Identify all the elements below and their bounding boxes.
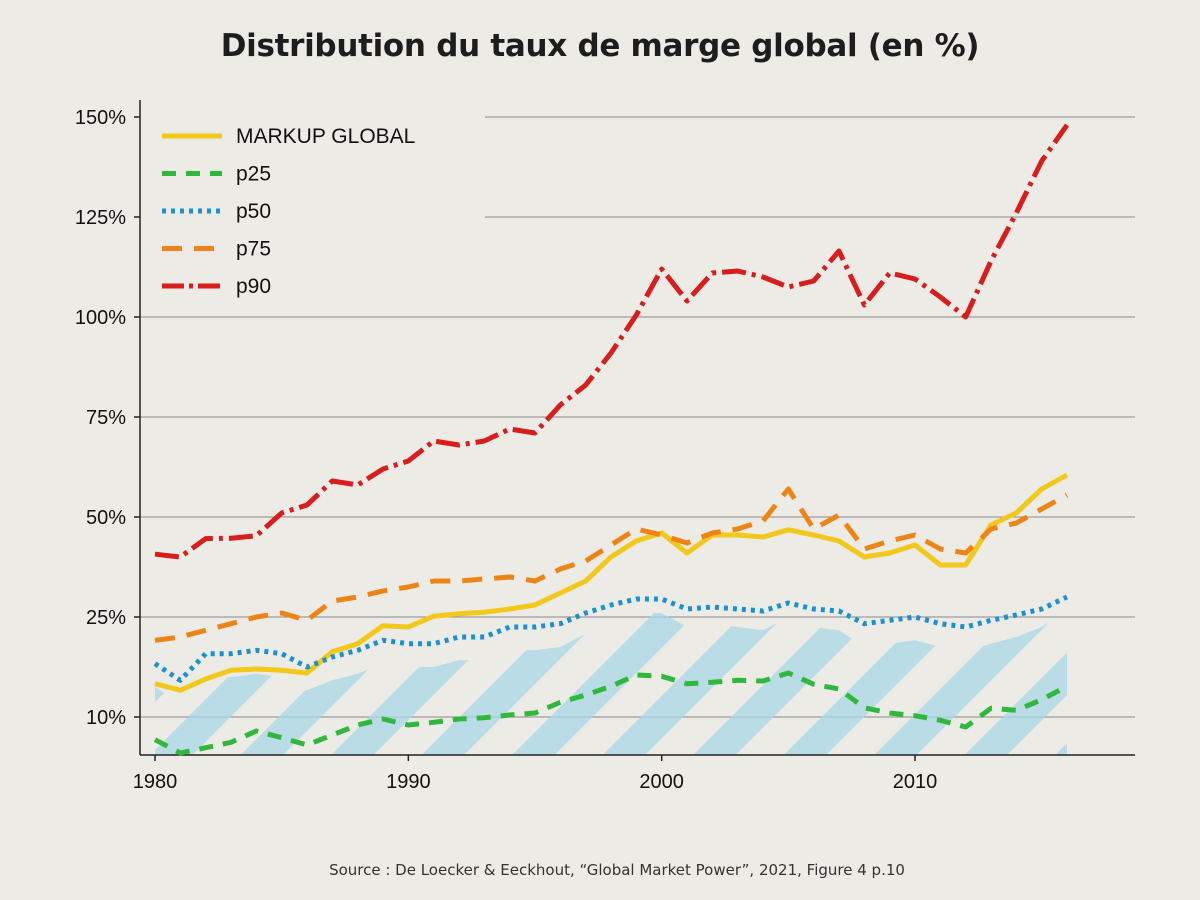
y-tick-label: 10% bbox=[86, 707, 126, 729]
legend-label: p25 bbox=[236, 163, 271, 186]
y-tick-label: 50% bbox=[86, 507, 126, 529]
y-tick-label: 75% bbox=[86, 407, 126, 429]
series-line-p50 bbox=[153, 594, 1069, 683]
legend-label: p50 bbox=[236, 200, 271, 223]
legend-label: p75 bbox=[236, 238, 271, 261]
series-line-p90 bbox=[154, 123, 1070, 560]
y-tick-label: 150% bbox=[75, 107, 126, 129]
x-tick-label: 2010 bbox=[893, 771, 938, 793]
y-tick-label: 125% bbox=[75, 207, 126, 229]
legend-label: MARKUP GLOBAL bbox=[236, 125, 415, 148]
x-tick-label: 1980 bbox=[133, 771, 178, 793]
p50-hatched-band bbox=[155, 611, 1067, 755]
source-note: Source : De Loecker & Eeckhout, “Global … bbox=[329, 861, 905, 879]
y-tick-label: 100% bbox=[75, 307, 126, 329]
series-line-markup-global bbox=[154, 472, 1069, 693]
x-tick-label: 2000 bbox=[639, 771, 684, 793]
y-tick-label: 25% bbox=[86, 607, 126, 629]
x-tick-label: 1990 bbox=[386, 771, 431, 793]
series-line-p25 bbox=[153, 670, 1069, 756]
chart-title: Distribution du taux de marge global (en… bbox=[220, 28, 980, 64]
series-line-p75 bbox=[154, 486, 1069, 643]
legend-label: p90 bbox=[236, 275, 271, 298]
